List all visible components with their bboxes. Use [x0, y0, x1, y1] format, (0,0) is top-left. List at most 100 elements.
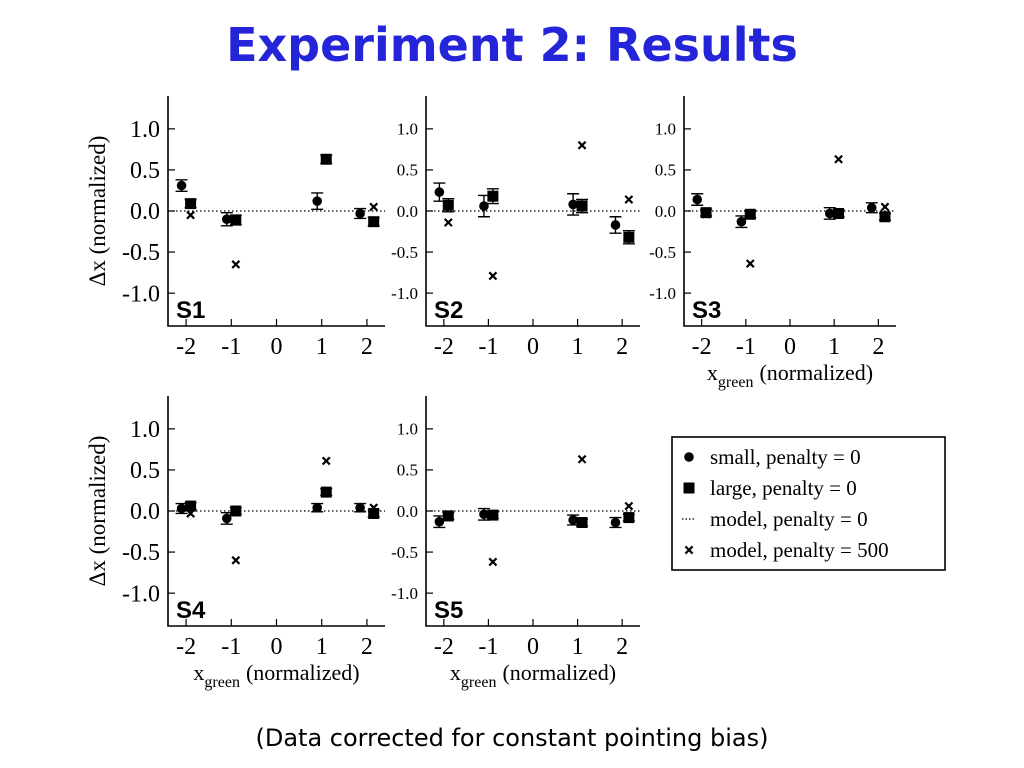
model-penalty-500-point [488, 271, 498, 281]
y-tick-label: 0.5 [655, 161, 676, 180]
x-tick-label: 0 [271, 334, 283, 360]
x-axis-title-rest: (normalized) [502, 660, 616, 685]
x-axis-title-main: x [707, 360, 718, 385]
y-tick-label: -0.5 [649, 243, 676, 262]
small-penalty-0-point [312, 502, 322, 513]
small-penalty-0-point [479, 201, 489, 211]
model-penalty-500-point [745, 259, 755, 268]
model-penalty-500-point [577, 454, 587, 464]
small-penalty-0-point [736, 216, 747, 227]
y-tick-label: 0.0 [397, 202, 418, 221]
y-tick-label: 0.0 [130, 499, 160, 525]
x-tick-label: 2 [361, 634, 373, 660]
y-tick-label: -0.5 [122, 540, 160, 566]
y-tick-label: 1.0 [130, 117, 160, 143]
y-tick-label: 1.0 [397, 120, 418, 139]
small-penalty-0-point [221, 513, 232, 524]
large-penalty-0-point [230, 214, 242, 226]
x-axis-title-rest: (normalized) [246, 660, 360, 685]
y-axis-title: Δx (normalized) [85, 436, 110, 587]
x-axis-title: xgreen (normalized) [193, 660, 359, 691]
x-tick-label: 1 [316, 634, 328, 660]
legend-label: model, penalty = 500 [710, 538, 889, 562]
x-tick-label: 2 [616, 634, 628, 660]
small-penalty-0-point [355, 208, 365, 219]
y-tick-label: -1.0 [391, 584, 418, 603]
x-tick-label: -1 [221, 334, 241, 360]
x-axis-title: xgreen (normalized) [707, 360, 873, 391]
small-penalty-0-point [355, 502, 365, 513]
x-tick-label: 2 [361, 334, 373, 360]
large-penalty-0-point [487, 190, 499, 202]
chart-panel-s3: 1.0 0.5 0.0 -0.5 -1.0 -2 -1 0 1 2 S3 xgreen (normali… [649, 96, 896, 391]
axis-lines [167, 96, 385, 327]
x-tick-label: 1 [828, 334, 840, 360]
y-tick-label: 0.5 [397, 461, 418, 480]
model-penalty-500-point [880, 202, 890, 212]
small-penalty-0-point [568, 515, 578, 525]
large-penalty-0-point [576, 517, 588, 528]
axis-lines [167, 396, 385, 627]
x-tick-label: -2 [692, 334, 712, 360]
legend-marker-circle [684, 452, 694, 462]
y-tick-label: 0.5 [130, 158, 160, 184]
large-penalty-0-point [487, 509, 499, 521]
x-axis-title-main: x [450, 660, 461, 685]
x-axis-title-main: x [193, 660, 204, 685]
y-tick-label: 1.0 [655, 120, 676, 139]
large-penalty-0-point [833, 207, 845, 219]
y-tick-label: -1.0 [122, 581, 160, 607]
small-penalty-0-point [610, 220, 621, 230]
x-tick-label: 1 [572, 334, 584, 360]
small-penalty-0-point [312, 196, 322, 206]
x-tick-label: -1 [478, 634, 498, 660]
x-axis-title-subscript: green [718, 374, 754, 391]
panel-label: S4 [176, 597, 206, 624]
x-tick-label: 0 [527, 334, 539, 360]
small-penalty-0-point [221, 214, 232, 225]
y-tick-label: 0.5 [130, 458, 160, 484]
x-tick-label: 1 [316, 334, 328, 360]
legend: small, penalty = 0 large, penalty = 0 mode… [671, 436, 946, 571]
model-penalty-500-point [443, 509, 453, 519]
legend-label: small, penalty = 0 [710, 445, 861, 469]
axis-lines [425, 396, 640, 627]
axis-lines [425, 96, 640, 327]
large-penalty-0-point [185, 500, 197, 512]
y-axis-title: Δx (normalized) [85, 136, 110, 287]
model-penalty-500-point [369, 202, 379, 212]
small-penalty-0-point [479, 509, 489, 520]
model-penalty-500-point [624, 195, 634, 204]
y-tick-label: -1.0 [122, 281, 160, 307]
small-penalty-0-point [568, 199, 578, 210]
x-tick-label: 0 [784, 334, 796, 360]
legend-marker-cross [684, 545, 694, 555]
y-tick-label: 0.0 [397, 502, 418, 521]
x-axis-title-subscript: green [461, 674, 497, 691]
panel-label: S2 [434, 297, 463, 324]
model-penalty-500-point [488, 557, 498, 567]
x-tick-label: -2 [434, 634, 454, 660]
model-penalty-500-point [443, 218, 453, 227]
small-penalty-0-point [434, 516, 445, 527]
y-tick-label: 1.0 [397, 420, 418, 439]
chart-panel-s1: 1.0 0.5 0.0 -0.5 -1.0 -2 -1 0 1 2 S1 Δx (normalized… [85, 96, 385, 360]
large-penalty-0-point [623, 512, 635, 524]
model-penalty-500-point [577, 140, 587, 150]
x-tick-label: 1 [572, 634, 584, 660]
small-penalty-0-point [434, 187, 445, 197]
model-penalty-500-point [321, 456, 331, 466]
x-tick-label: 2 [872, 334, 884, 360]
large-penalty-0-point [576, 200, 588, 212]
x-tick-label: -1 [478, 334, 498, 360]
chart-panel-s4: 1.0 0.5 0.0 -0.5 -1.0 -2 -1 0 1 2 S4 Δx (normalized… [85, 396, 385, 691]
panel-label: S1 [176, 297, 205, 324]
slide-caption: (Data corrected for constant pointing bi… [255, 724, 769, 752]
chart-panel-s5: 1.0 0.5 0.0 -0.5 -1.0 -2 -1 0 1 2 S5 xgreen (normali… [391, 396, 640, 691]
x-axis-title-subscript: green [204, 674, 240, 691]
x-tick-label: 0 [271, 634, 283, 660]
x-tick-label: 2 [616, 334, 628, 360]
legend-marker-square [683, 482, 695, 494]
small-penalty-0-point [176, 180, 187, 191]
